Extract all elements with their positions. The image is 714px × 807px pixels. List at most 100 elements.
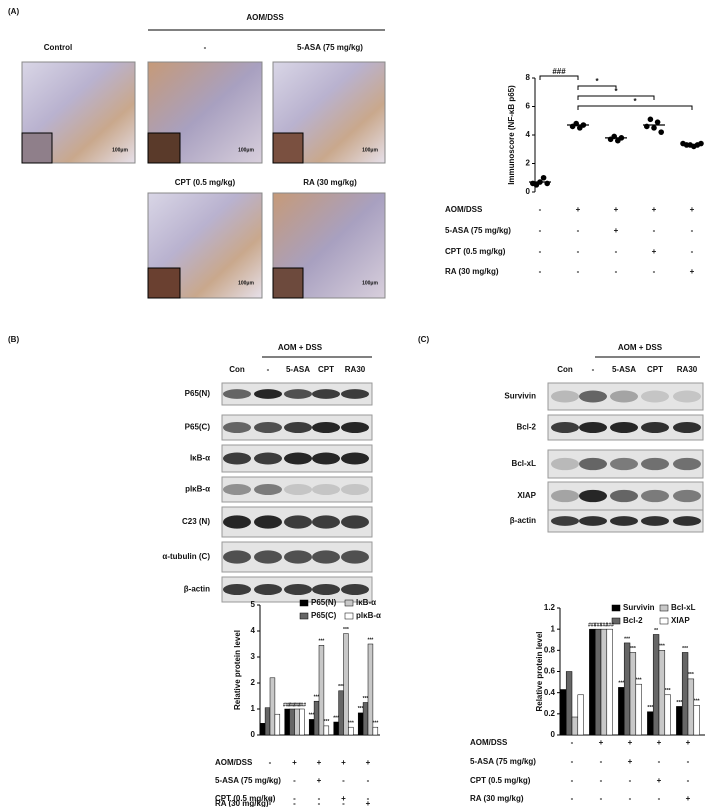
bar [259,723,266,736]
blot-label: α-tubulin (C) [162,552,210,561]
lane-label: 5-ASA [612,365,636,374]
lane-label: CPT [647,365,663,374]
significance-label: * [595,77,599,86]
blot-label: P65(N) [185,389,211,398]
blot [547,382,704,411]
treatment-sign: + [366,758,371,767]
legend-label: P65(C) [311,611,337,620]
blot-band [284,422,312,433]
legend-swatch [344,612,354,620]
blot-band [284,452,312,465]
legend-swatch [611,617,621,625]
legend-swatch [344,599,354,607]
blot-band [223,550,251,564]
legend-label: Bcl-2 [623,616,643,625]
bar [323,725,330,736]
legend-label: IκB-α [356,598,376,607]
blot-band [223,422,251,433]
blot-label: IκB-α [190,454,210,463]
lane-label: - [267,365,270,374]
significance-label: *** [636,678,642,684]
blot-band [641,516,669,526]
image-label: Control [44,43,72,52]
treatment-sign: - [691,247,694,256]
significance-label: *** [319,639,325,645]
treatment-sign: - [269,776,272,785]
blot-band [673,390,701,403]
lane-label: RA30 [345,365,366,374]
y-tick-label: 5 [251,600,256,609]
treatment-sign: - [293,794,296,803]
treatment-sign: - [615,247,618,256]
blot-band [610,422,638,433]
treatment-sign: - [269,799,272,807]
blot-band [312,452,340,465]
significance-label: * [614,87,618,96]
treatment-sign: - [269,758,272,767]
legend-label: pIκB-α [356,611,381,620]
bar [647,711,654,736]
bar [629,652,637,736]
blot-band [254,484,282,495]
bar [687,678,695,736]
significance-label: *** [314,695,320,701]
blot-band [223,584,251,595]
blot-band [610,489,638,503]
blot-label: Bcl-2 [516,423,536,432]
treatment-sign: - [571,794,574,803]
blot-band [254,422,282,433]
treatment-sign: + [652,205,657,214]
blot-band [254,584,282,595]
histology-image: 100μm [147,192,263,299]
bar [589,628,596,736]
bar [577,694,584,736]
significance-label: *** [665,688,671,694]
blot-label: β-actin [184,585,210,594]
blot-band [223,515,251,529]
treatment-sign: - [539,205,542,214]
treatment-sign: + [317,776,322,785]
treatment-sign: - [571,776,574,785]
treatment-sign: - [318,794,321,803]
treatment-sign: + [686,738,691,747]
treatment-sign: - [691,226,694,235]
treatment-sign: - [269,794,272,803]
treatment-sign: - [577,226,580,235]
bar [606,628,613,736]
bar [362,702,369,736]
blot [221,476,373,503]
treatment-sign: - [539,267,542,276]
blot-band [673,516,701,526]
bar [289,708,295,736]
y-tick-label: 1 [551,624,556,633]
treatment-sign: - [658,757,661,766]
bar [367,643,374,736]
treatment-sign: - [571,757,574,766]
blot-band [254,550,282,564]
bar [571,716,579,736]
blot-band [312,422,340,433]
y-tick-label: 1 [251,704,256,713]
scale-bar: 100μm [238,280,254,286]
legend-label: Bcl-xL [671,603,696,612]
y-tick-label: 4 [526,130,531,139]
treatment-label: 5-ASA (75 mg/kg) [470,757,536,766]
blot-band [312,389,340,399]
treatment-label: RA (30 mg/kg) [470,794,524,803]
blot-label: pIκB-α [185,485,210,494]
blot-band [312,550,340,564]
blot-band [254,452,282,465]
blot-band [610,390,638,403]
treatment-sign: + [614,226,619,235]
significance-label: ### [293,702,302,708]
lane-label: Con [557,365,573,374]
treatment-sign: + [341,758,346,767]
bar [299,708,305,736]
bar [357,712,364,736]
blot-band [341,550,369,564]
blot-band [579,390,607,403]
blot-band [641,489,669,503]
significance-label: *** [358,706,364,712]
bar [264,707,271,736]
treatment-label: AOM/DSS [215,758,253,767]
